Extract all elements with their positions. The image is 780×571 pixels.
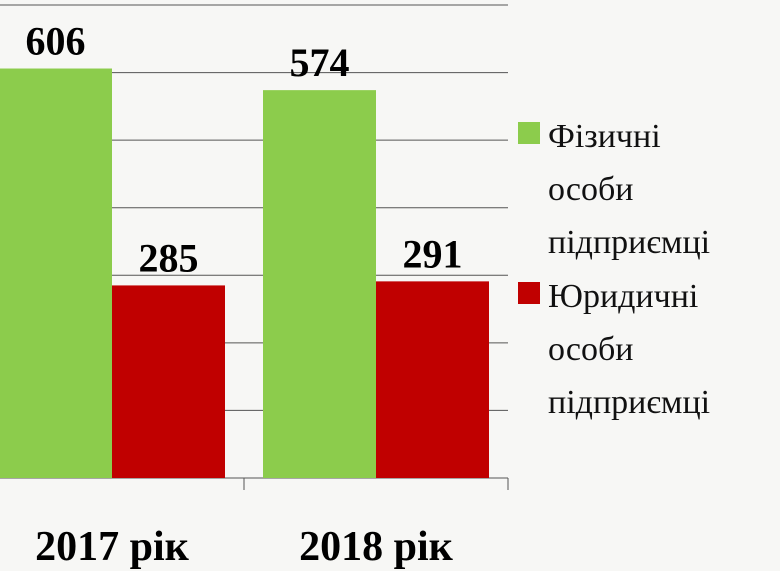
legend-swatch (518, 122, 540, 144)
chart-page: 606 285 2017 рік 574 291 2018 рік Фізичні осо… (0, 0, 780, 571)
value-label: 574 (290, 40, 350, 85)
x-tick-label: 2018 рік (299, 524, 454, 570)
x-tick-label: 2017 рік (35, 524, 190, 570)
bar (263, 90, 376, 478)
legend-label: Юридичні особи підприємці (548, 270, 738, 429)
bar (112, 285, 225, 478)
legend-swatch (518, 282, 540, 304)
bar (376, 281, 489, 478)
legend-item: Юридичні особи підприємці (518, 270, 738, 429)
value-label: 285 (139, 235, 199, 280)
value-label: 291 (403, 231, 463, 276)
legend-item: Фізичні особи підприємці (518, 110, 738, 269)
value-label: 606 (26, 19, 86, 64)
bar (0, 69, 112, 478)
legend-label: Фізичні особи підприємці (548, 110, 738, 269)
